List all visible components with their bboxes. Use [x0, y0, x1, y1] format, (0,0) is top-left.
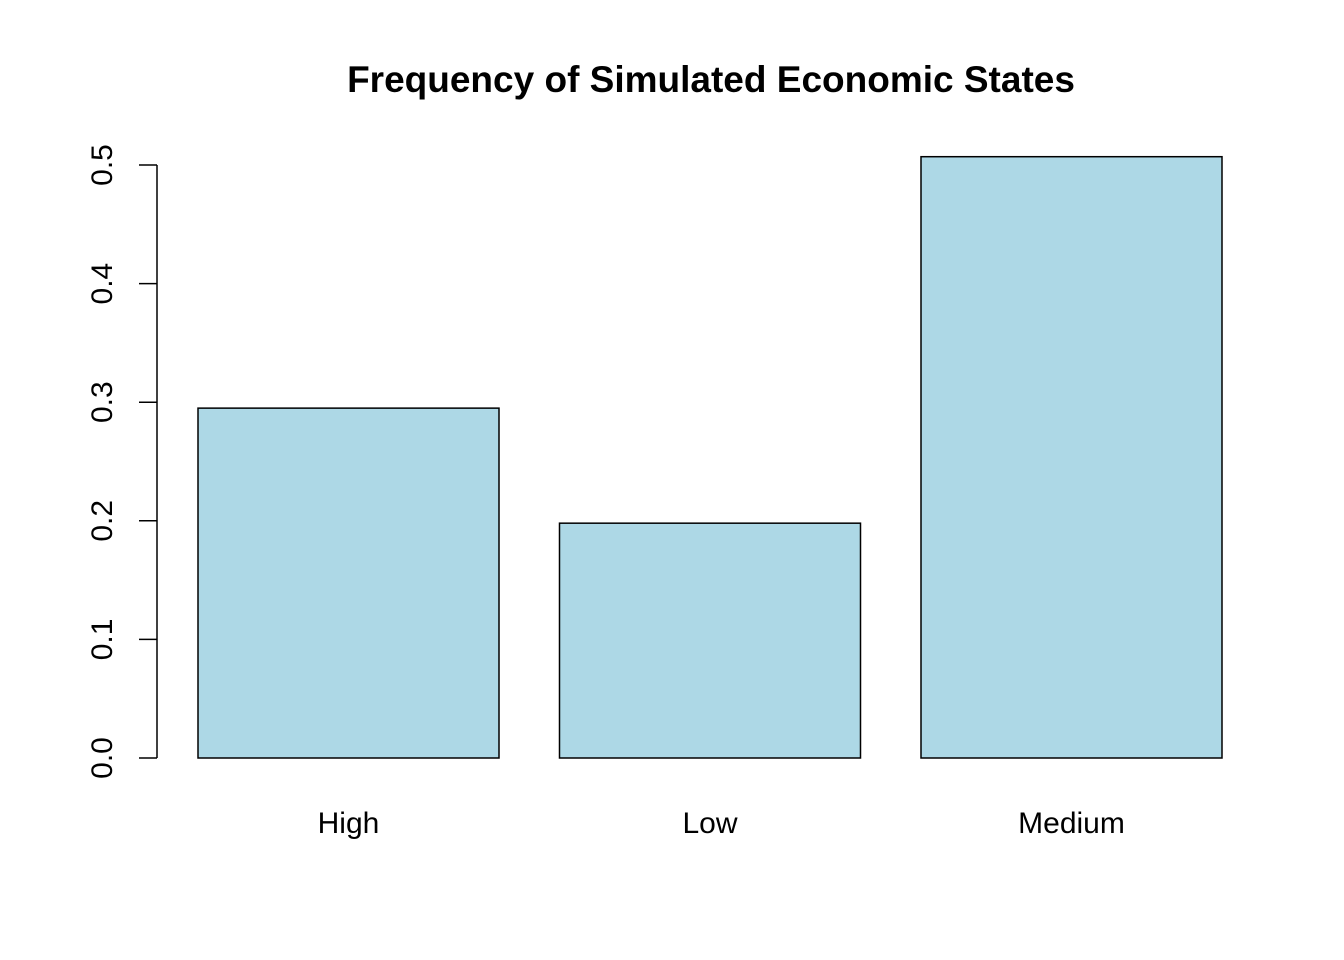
x-tick-label: Medium [1018, 807, 1125, 840]
x-tick-label: High [318, 807, 380, 840]
y-tick-label: 0.3 [86, 381, 119, 423]
bar-medium [920, 155, 1223, 759]
y-tick-label: 0.4 [86, 263, 119, 305]
x-tick-label: Low [682, 807, 737, 840]
y-tick-label: 0.1 [86, 619, 119, 661]
y-tick-label: 0.2 [86, 500, 119, 542]
y-axis: 0.0 0.1 0.2 0.3 0.4 0.5 [86, 144, 158, 779]
x-axis-labels: High Low Medium [318, 807, 1125, 840]
bar-low [558, 522, 862, 759]
y-tick-label: 0.5 [86, 144, 119, 186]
bar-high [197, 407, 500, 759]
chart-title: Frequency of Simulated Economic States [347, 59, 1075, 100]
bars-group [197, 155, 1223, 759]
y-tick-label: 0.0 [86, 737, 119, 779]
